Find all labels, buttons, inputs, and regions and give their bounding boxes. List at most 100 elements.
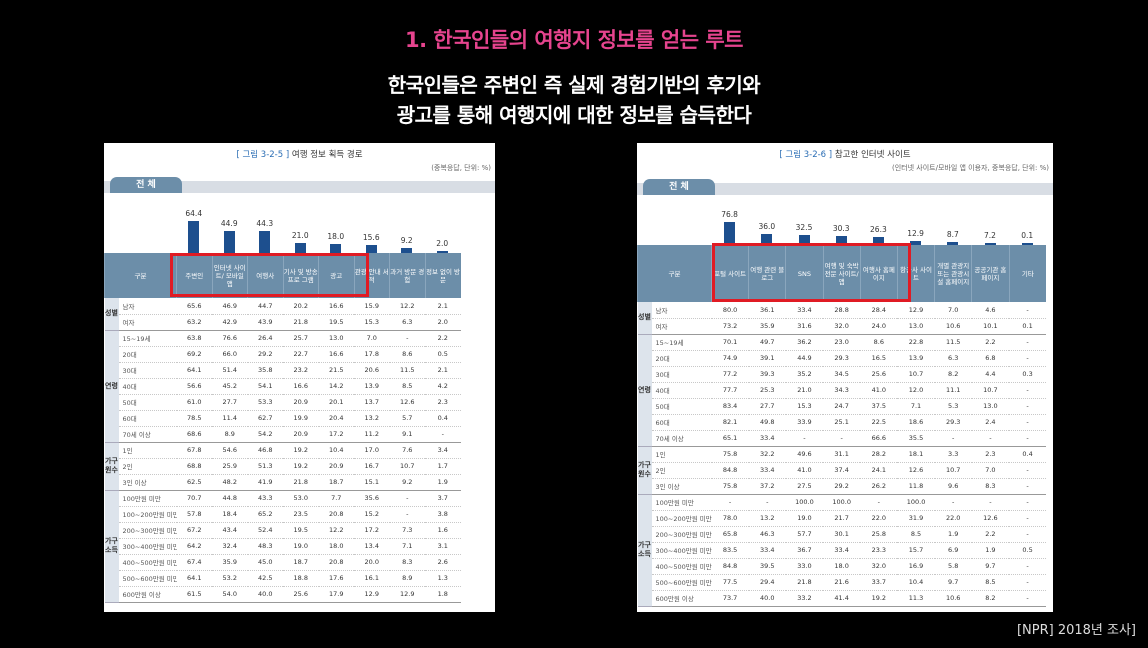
right-cell: 3.3 xyxy=(934,446,972,463)
right-bar-value-1: 36.0 xyxy=(758,222,776,232)
left-cell: 51.3 xyxy=(247,458,283,475)
source-note: [NPR] 2018년 조사] xyxy=(1016,623,1136,638)
table-row: 70세 이상 68.6 8.9 54.2 20.9 17.2 11.2 9.1- xyxy=(105,426,461,443)
right-cell: 66.6 xyxy=(860,430,898,447)
left-cell: 10.4 xyxy=(318,442,354,459)
table-row: 500~600만원 미만 64.1 53.2 42.5 18.8 17.6 16.1 8.9 1… xyxy=(105,570,461,587)
right-highlight-box xyxy=(712,243,911,302)
right-cell: - xyxy=(1009,398,1047,415)
left-group-label: 성별 xyxy=(104,298,119,331)
left-bar-4 xyxy=(330,244,342,253)
right-bar-value-2: 32.5 xyxy=(795,223,813,233)
left-cell: 2.1 xyxy=(425,362,461,379)
left-highlight-box xyxy=(170,253,369,297)
left-cell: 13.2 xyxy=(354,410,390,427)
table-row: 200~300만원 미만 65.8 46.3 57.7 30.1 25.8 8.5 1.9 2.… xyxy=(638,526,1047,543)
left-cell: 45.0 xyxy=(247,554,283,571)
left-cell: 48.3 xyxy=(247,538,283,555)
left-cell: 23.5 xyxy=(283,506,319,523)
left-cell: 20.1 xyxy=(318,394,354,411)
right-group-label: 연령 xyxy=(637,334,652,447)
left-cell: 16.6 xyxy=(283,378,319,395)
right-cell: 57.7 xyxy=(785,526,824,543)
right-cell: - xyxy=(860,494,898,511)
left-bar-7 xyxy=(436,251,448,253)
right-cell: - xyxy=(823,430,861,447)
right-cell: 33.9 xyxy=(785,414,824,431)
left-cell: 16.6 xyxy=(318,298,354,315)
table-row: 성별 남자 80.0 36.1 33.4 28.8 28.4 12.9 7.0 4.6- xyxy=(637,302,1047,335)
right-cell: - xyxy=(1009,334,1047,351)
right-bar-6 xyxy=(947,242,959,245)
right-cell: 23.0 xyxy=(823,334,861,351)
right-cell: - xyxy=(1009,478,1047,495)
left-cell: 13.9 xyxy=(354,378,390,395)
left-cell: 54.2 xyxy=(247,426,283,443)
right-cell: 100.0 xyxy=(823,494,861,511)
left-cell: 20.6 xyxy=(354,362,390,379)
right-cell: 24.0 xyxy=(860,318,898,335)
left-cell: 21.5 xyxy=(318,362,354,379)
left-cell: 19.5 xyxy=(318,314,354,331)
right-cell: 39.1 xyxy=(748,350,786,367)
right-cell: 35.5 xyxy=(897,430,935,447)
left-cell: 15.9 xyxy=(354,298,390,315)
right-cell: 36.2 xyxy=(785,334,824,351)
left-cell: 21.8 xyxy=(283,314,319,331)
right-cell: 40.0 xyxy=(748,590,786,607)
right-cell: 29.2 xyxy=(823,478,861,495)
right-cell: - xyxy=(748,494,786,511)
table-row: 300~400만원 미만 64.2 32.4 48.3 19.0 18.0 13.4 7.1 3… xyxy=(105,538,461,555)
table-row: 400~500만원 미만 67.4 35.9 45.0 18.7 20.8 20.0 8.3 2… xyxy=(105,554,461,571)
right-cell: 13.0 xyxy=(897,318,935,335)
right-cell: 33.7 xyxy=(860,574,898,591)
left-cell: 21.8 xyxy=(283,474,319,491)
right-cell: 22.0 xyxy=(860,510,898,527)
left-cell: 54.0 xyxy=(212,586,248,603)
right-tab-total: 전 체 xyxy=(643,179,715,195)
left-cell: 13.7 xyxy=(354,394,390,411)
right-cell: 21.6 xyxy=(823,574,861,591)
right-cell: 37.2 xyxy=(748,478,786,495)
right-group-label: 가구소득 xyxy=(637,494,652,607)
right-row-label: 50대 xyxy=(651,398,712,415)
right-bar-value-0: 76.8 xyxy=(721,209,738,219)
table-row: 연령 15~19세 63.8 76.6 26.4 25.7 13.0 7.0-2.2 xyxy=(104,330,461,443)
right-cell: 33.4 xyxy=(748,430,786,447)
left-cell: 20.9 xyxy=(318,458,354,475)
right-cell: 12.6 xyxy=(897,462,935,479)
left-cell: 8.9 xyxy=(389,570,425,587)
left-unit-note: (중복응답, 단위: %) xyxy=(431,164,491,172)
left-cell: 17.8 xyxy=(354,346,390,363)
left-cell: 10.7 xyxy=(389,458,425,475)
left-cell: 62.7 xyxy=(247,410,283,427)
right-cell: - xyxy=(1009,430,1047,447)
right-cell: 24.1 xyxy=(860,462,898,479)
left-cell: 11.5 xyxy=(389,362,425,379)
left-cell: 16.7 xyxy=(354,458,390,475)
left-row-label: 600만원 이상 xyxy=(118,586,177,603)
left-cell: 53.3 xyxy=(247,394,283,411)
right-cell: 33.4 xyxy=(785,302,824,319)
left-cell: 23.2 xyxy=(283,362,319,379)
table-row: 연령 15~19세 70.1 49.7 36.2 23.0 8.6 22.8 11.5 2.2- xyxy=(637,334,1047,447)
left-cell: 17.6 xyxy=(318,570,354,587)
right-cell: 1.9 xyxy=(971,542,1009,559)
table-row: 30대 64.1 51.4 35.8 23.2 21.5 20.6 11.5 2.1 xyxy=(105,362,461,379)
left-row-label: 300~400만원 미만 xyxy=(118,538,177,555)
left-cell: 8.3 xyxy=(389,554,425,571)
right-cell: 9.7 xyxy=(971,558,1009,575)
left-figure-panel: [ 그림 3-2-5 ] 여행 정보 획득 경로 (중복응답, 단위: %) 전… xyxy=(104,143,495,612)
table-row: 30대 77.2 39.3 35.2 34.5 25.6 10.7 8.2 4.4 0.3 xyxy=(638,366,1047,383)
right-cell: 36.1 xyxy=(748,302,786,319)
left-row-label: 3인 이상 xyxy=(118,474,177,491)
left-cell: 9.2 xyxy=(389,474,425,491)
left-cell: 64.1 xyxy=(176,362,212,379)
left-cell: 66.0 xyxy=(212,346,248,363)
table-row: 60대 82.1 49.8 33.9 25.1 22.5 18.6 29.3 2.4- xyxy=(638,414,1047,431)
left-cell: 51.4 xyxy=(212,362,248,379)
left-cell: 53.0 xyxy=(283,490,319,507)
left-cell: 14.2 xyxy=(318,378,354,395)
left-bar-value-5: 15.6 xyxy=(362,233,380,243)
right-cell: 34.3 xyxy=(823,382,861,399)
